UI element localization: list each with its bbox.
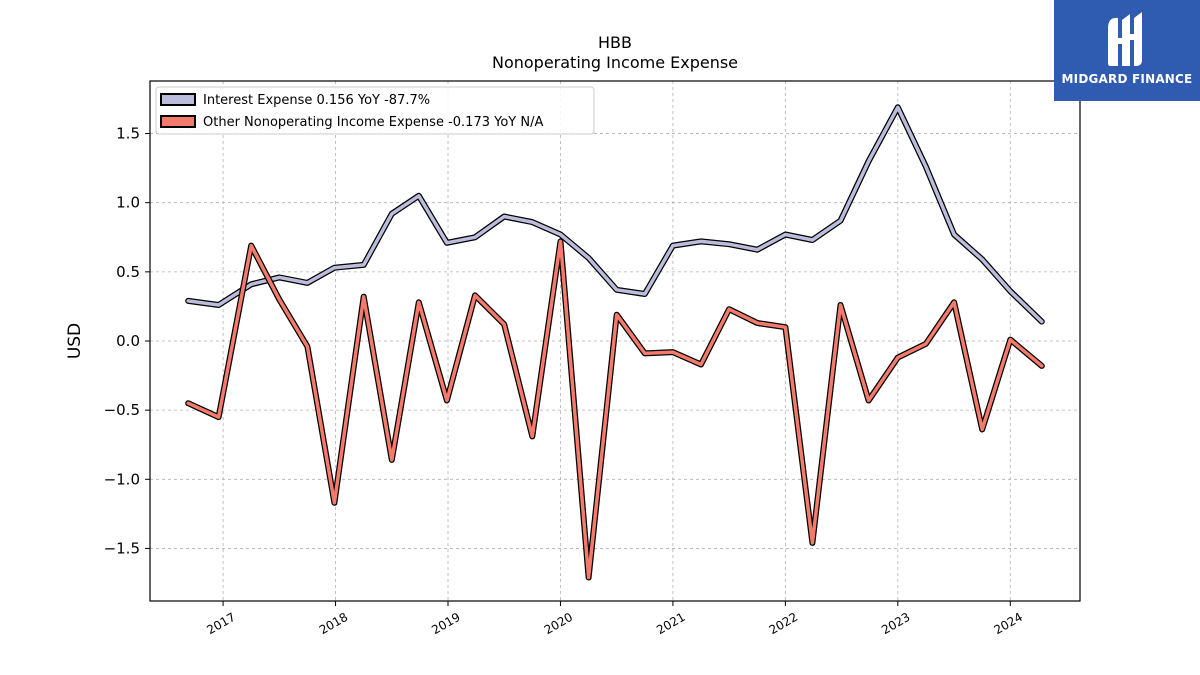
- y-tick-label: 1.0: [116, 194, 140, 212]
- y-tick-label: 0.5: [116, 263, 140, 281]
- x-tick-label: 2019: [429, 610, 462, 637]
- brand-name: MIDGARD FINANCE: [1061, 72, 1193, 86]
- brand-logo: MIDGARD FINANCE: [1054, 0, 1200, 101]
- chart-subtitle: Nonoperating Income Expense: [492, 53, 738, 72]
- x-tick-label: 2021: [654, 610, 687, 637]
- chart-title: HBB: [598, 33, 632, 52]
- x-tick-label: 2020: [542, 610, 575, 637]
- x-tick-label: 2024: [992, 610, 1025, 637]
- x-tick-label: 2022: [767, 610, 800, 637]
- y-tick-label: −1.5: [104, 539, 140, 557]
- brand-mark-icon: [1108, 12, 1142, 67]
- y-tick-label: −1.0: [104, 470, 140, 488]
- x-tick-label: 2023: [879, 610, 912, 637]
- y-axis-ticks: −1.5 −1.0 −0.5 0.0 0.5 1.0 1.5: [104, 125, 150, 557]
- legend-label-interest-expense: Interest Expense 0.156 YoY -87.7%: [203, 93, 430, 108]
- x-axis-ticks: 2017 2018 2019 2020 2021 2022 2023 2024: [204, 601, 1025, 637]
- legend-box: [155, 86, 595, 135]
- y-tick-label: −0.5: [104, 401, 140, 419]
- x-tick-label: 2017: [204, 610, 237, 637]
- series-line-other-nonoperating: [186, 239, 1044, 580]
- series-group: [185, 104, 1045, 581]
- legend: Interest Expense 0.156 YoY -87.7% Other …: [155, 86, 595, 135]
- legend-swatch-interest-expense: [160, 93, 196, 106]
- legend-swatch-other-nonoperating: [160, 115, 196, 128]
- y-tick-label: 0.0: [116, 332, 140, 350]
- series-line-interest-expense: [186, 105, 1044, 324]
- y-axis-label: USD: [65, 323, 85, 359]
- x-tick-label: 2018: [317, 610, 350, 637]
- legend-label-other-nonoperating: Other Nonoperating Income Expense -0.173…: [203, 115, 543, 130]
- y-tick-label: 1.5: [116, 125, 140, 143]
